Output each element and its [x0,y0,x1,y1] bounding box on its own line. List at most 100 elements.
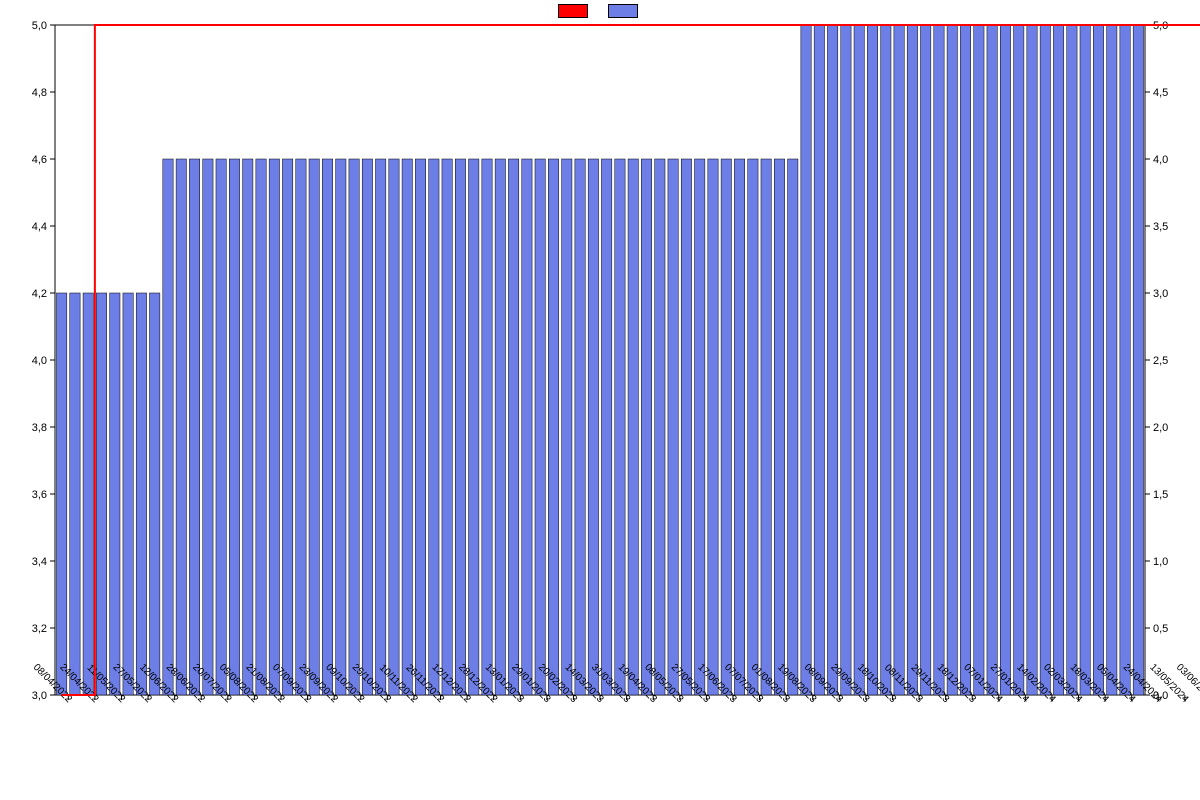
bar [974,25,984,695]
bar [522,159,532,695]
bar [269,159,279,695]
y-right-tick-label: 3,5 [1153,221,1168,233]
bar [695,159,705,695]
bar [415,159,425,695]
bar [309,159,319,695]
bar [482,159,492,695]
bar [189,159,199,695]
bar [734,159,744,695]
bar [229,159,239,695]
y-left-tick-label: 3,4 [32,556,47,568]
y-right-tick-label: 4,0 [1153,154,1168,166]
y-right-tick-label: 1,0 [1153,556,1168,568]
y-right-tick-label: 0,5 [1153,623,1168,635]
y-left-tick-label: 4,4 [32,221,47,233]
y-left-tick-label: 4,8 [32,87,47,99]
bar [256,159,266,695]
bar [1107,25,1117,695]
bar [1067,25,1077,695]
bar [1040,25,1050,695]
bar [1080,25,1090,695]
bar [375,159,385,695]
legend-swatch-bar [608,4,638,18]
bar [788,159,798,695]
bar [841,25,851,695]
bar [469,159,479,695]
bar [548,159,558,695]
bar [668,159,678,695]
y-right-tick-label: 4,5 [1153,87,1168,99]
bar [588,159,598,695]
bar [907,25,917,695]
bar [934,25,944,695]
bar [96,293,106,695]
bar [655,159,665,695]
bar [615,159,625,695]
bar [282,159,292,695]
bar [681,159,691,695]
bar [495,159,505,695]
legend-item-line [558,4,592,18]
bar [774,159,784,695]
bar [827,25,837,695]
y-right-tick-label: 2,0 [1153,422,1168,434]
bar [150,293,160,695]
bar [801,25,811,695]
bar [708,159,718,695]
bar [56,293,66,695]
bar [216,159,226,695]
bar [123,293,133,695]
bar [721,159,731,695]
bar [562,159,572,695]
bar [947,25,957,695]
bar [1093,25,1103,695]
bar [960,25,970,695]
bar [1027,25,1037,695]
bar [362,159,372,695]
y-left-tick-label: 4,6 [32,154,47,166]
y-left-tick-label: 3,8 [32,422,47,434]
bar [455,159,465,695]
bar [336,159,346,695]
y-left-tick-label: 4,2 [32,288,47,300]
bar [1133,25,1143,695]
y-left-tick-label: 5,0 [32,20,47,32]
bar [176,159,186,695]
bar [70,293,80,695]
bar [322,159,332,695]
bar [854,25,864,695]
y-left-tick-label: 3,2 [32,623,47,635]
bar [987,25,997,695]
bar [296,159,306,695]
y-right-tick-label: 1,5 [1153,489,1168,501]
legend-swatch-line [558,4,588,18]
bar [203,159,213,695]
bar [429,159,439,695]
bar [894,25,904,695]
y-right-tick-label: 3,0 [1153,288,1168,300]
bar [442,159,452,695]
chart-svg: 3,03,23,43,63,84,04,24,44,64,85,00,00,51… [0,0,1200,800]
bar [761,159,771,695]
y-left-tick-label: 4,0 [32,355,47,367]
bar [1053,25,1063,695]
y-left-tick-label: 3,6 [32,489,47,501]
bar [1014,25,1024,695]
bar [748,159,758,695]
bar [601,159,611,695]
legend-item-bar [608,4,642,18]
bar [641,159,651,695]
bar [628,159,638,695]
bar [136,293,146,695]
bar [402,159,412,695]
y-left-tick-label: 3,0 [32,690,47,702]
chart-container: 3,03,23,43,63,84,04,24,44,64,85,00,00,51… [0,0,1200,800]
bar [163,159,173,695]
bar [83,293,93,695]
bar [881,25,891,695]
bar [1120,25,1130,695]
y-right-tick-label: 2,5 [1153,355,1168,367]
bar [575,159,585,695]
bar [814,25,824,695]
bar [508,159,518,695]
